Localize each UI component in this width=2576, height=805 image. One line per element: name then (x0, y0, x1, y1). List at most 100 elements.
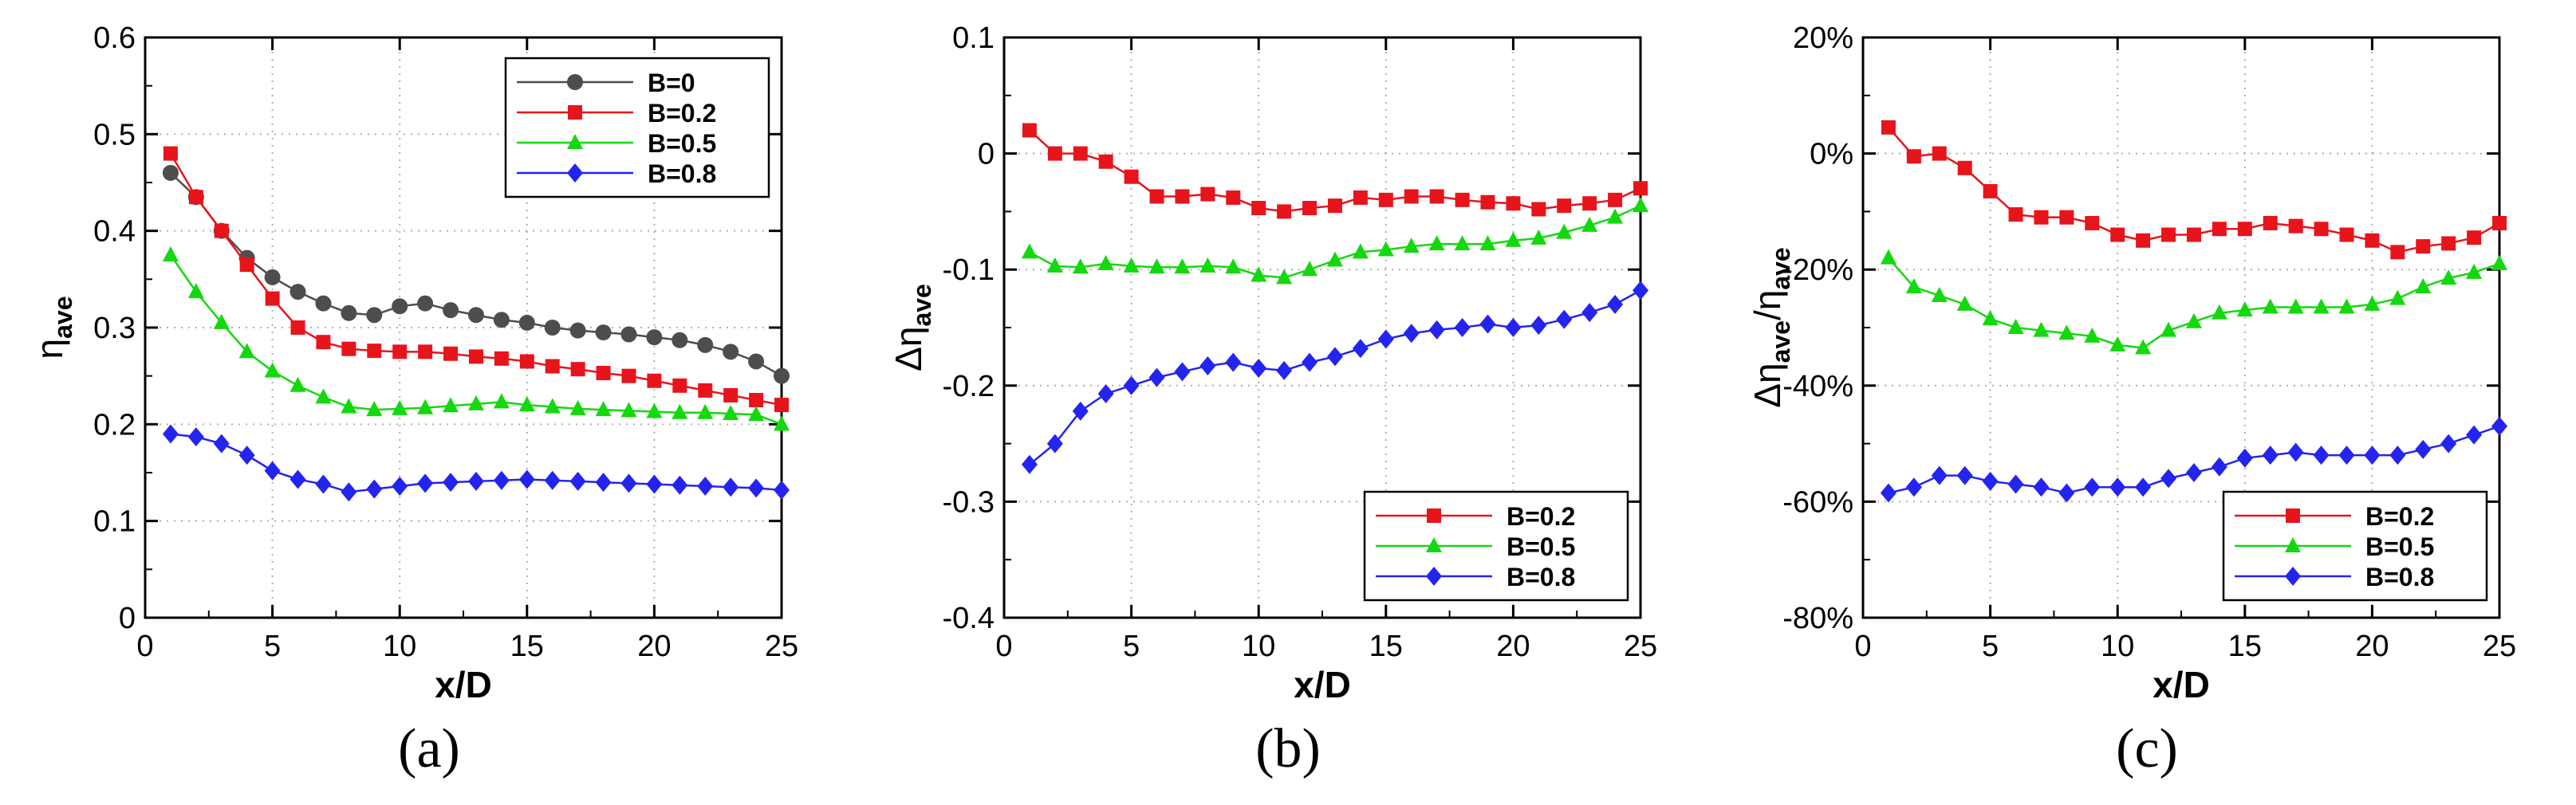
data-point (1556, 309, 1573, 329)
data-point (1352, 339, 1369, 359)
data-point (315, 474, 332, 494)
data-point (1097, 383, 1114, 403)
legend-marker (568, 105, 582, 120)
data-point (646, 329, 663, 346)
data-point (2364, 446, 2381, 465)
data-point (1327, 198, 1342, 214)
data-point (723, 477, 739, 497)
y-tick-label: -0.1 (943, 253, 995, 287)
data-point (467, 307, 484, 324)
data-point (1428, 235, 1445, 251)
y-tick-label: 0.3 (93, 312, 136, 345)
data-point (1251, 201, 1266, 216)
series-line (1888, 425, 2500, 494)
data-point (1607, 208, 1624, 224)
series-1 (163, 146, 789, 413)
data-point (519, 354, 534, 369)
data-point (493, 393, 510, 409)
data-point (1479, 235, 1496, 251)
data-point (2491, 416, 2507, 436)
y-tick-label: 0 (119, 602, 136, 635)
data-point (1124, 169, 1139, 184)
data-point (774, 415, 790, 431)
data-point (188, 190, 203, 205)
data-point (1982, 310, 1999, 326)
data-point (774, 480, 790, 500)
data-point (672, 403, 688, 419)
legend-marker (567, 74, 583, 90)
data-point (570, 362, 585, 377)
data-point (672, 475, 688, 495)
data-point (1225, 258, 1242, 274)
data-point (1505, 231, 1522, 247)
data-point (2313, 446, 2330, 465)
data-point (366, 307, 383, 324)
data-point (1607, 294, 1624, 314)
data-point (1633, 181, 1648, 196)
data-point (2033, 321, 2050, 337)
data-point (748, 406, 765, 422)
data-point (1326, 347, 1343, 367)
x-tick-label: 10 (1242, 630, 1275, 663)
data-point (1956, 465, 1973, 485)
data-point (392, 399, 408, 415)
data-point (341, 482, 357, 502)
data-point (647, 373, 662, 388)
y-axis-label: ηave (29, 296, 77, 359)
data-point (417, 295, 434, 312)
y-label-div: /η (1747, 290, 1788, 320)
data-point (2085, 215, 2100, 230)
series-line (170, 171, 782, 377)
data-point (1403, 238, 1420, 253)
data-point (1428, 320, 1445, 340)
data-point (2440, 434, 2457, 454)
data-point (2364, 295, 2381, 311)
data-point (392, 344, 408, 359)
data-point (213, 434, 230, 454)
data-point (265, 291, 280, 306)
data-point (1880, 249, 1897, 265)
data-point (518, 469, 535, 489)
data-point (595, 473, 612, 493)
data-point (213, 313, 230, 329)
data-point (1377, 241, 1394, 257)
series-1 (1021, 197, 1648, 285)
data-point (1073, 146, 1088, 161)
data-point (1251, 358, 1267, 378)
series-0 (162, 164, 790, 384)
data-point (1021, 454, 1038, 474)
data-point (1123, 375, 1140, 395)
chart-b: 0 5 10 15 20 25 -0.4 -0.3 -0.2 -0.1 0 0.1 x/D Δηave B=… (888, 22, 1657, 705)
data-point (621, 368, 636, 383)
x-tick-label: 15 (2228, 630, 2262, 663)
data-point (392, 298, 408, 315)
data-point (1931, 286, 1948, 302)
data-point (544, 398, 561, 414)
y-tick-label: 0 (978, 138, 995, 171)
data-point (723, 344, 739, 360)
data-point (1378, 192, 1393, 207)
data-point (187, 427, 204, 447)
data-point (2136, 233, 2151, 248)
panel-label-a: (a) (398, 718, 460, 779)
data-point (494, 351, 509, 366)
data-point (1455, 192, 1470, 207)
data-point (2058, 324, 2075, 340)
panel-label-b: (b) (1255, 718, 1321, 779)
legend-marker (567, 134, 583, 149)
data-point (2185, 312, 2202, 328)
data-point (2416, 239, 2431, 254)
data-point (1148, 258, 1165, 274)
data-point (1880, 483, 1897, 503)
chart-a: 0 5 10 15 20 2500.10.20.30.40.50.6x/DηaveB=0B… (29, 22, 798, 705)
x-tick-label: 5 (264, 630, 281, 663)
data-point (2211, 304, 2227, 320)
data-point (1530, 316, 1547, 336)
data-point (2339, 227, 2354, 242)
y-tick-label: 0.6 (93, 22, 136, 55)
legend-marker (2285, 567, 2301, 586)
legend-label: B=0.2 (2365, 502, 2434, 531)
data-point (2466, 425, 2483, 445)
x-axis-label: x/D (2153, 664, 2210, 705)
data-point (1454, 235, 1471, 251)
